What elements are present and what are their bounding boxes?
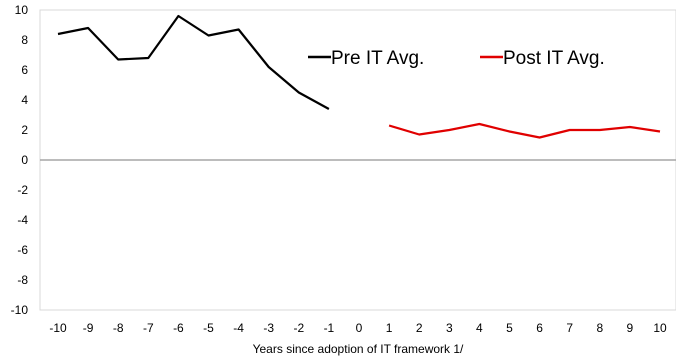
x-tick-label: 2: [416, 321, 423, 335]
y-tick-label: -2: [17, 183, 28, 197]
x-tick-label: -4: [233, 321, 244, 335]
x-tick-label: -6: [173, 321, 184, 335]
y-tick-label: 8: [21, 33, 28, 47]
y-axis-tick-labels: 10 8 6 4 2 0 -2 -4 -6 -8 -10: [11, 3, 29, 317]
x-tick-label: -5: [203, 321, 214, 335]
x-tick-label: 0: [356, 321, 363, 335]
y-tick-label: 6: [21, 63, 28, 77]
x-tick-label: 1: [386, 321, 393, 335]
x-tick-label: 9: [627, 321, 634, 335]
legend-label-post-it: Post IT Avg.: [503, 48, 605, 69]
y-tick-label: -4: [17, 213, 28, 227]
x-tick-label: -10: [49, 321, 67, 335]
x-tick-label: -2: [293, 321, 304, 335]
y-tick-label: 0: [21, 153, 28, 167]
x-tick-label: 10: [653, 321, 667, 335]
y-tick-label: 10: [15, 3, 29, 17]
series-line-post-it: [388, 122, 661, 139]
x-tick-label: -9: [83, 321, 94, 335]
y-tick-label: 4: [21, 93, 28, 107]
y-tick-label: -8: [17, 273, 28, 287]
y-tick-label: -10: [11, 303, 29, 317]
x-tick-label: 5: [506, 321, 513, 335]
x-tick-label: -8: [113, 321, 124, 335]
x-tick-label: -7: [143, 321, 154, 335]
x-tick-label: -1: [324, 321, 335, 335]
series-lines: [57, 14, 661, 139]
x-axis-title: Years since adoption of IT framework 1/: [253, 342, 464, 356]
legend-label-pre-it: Pre IT Avg.: [331, 48, 424, 69]
x-tick-label: 6: [536, 321, 543, 335]
x-tick-label: 4: [476, 321, 483, 335]
x-tick-label: 3: [446, 321, 453, 335]
x-axis-tick-labels: -10 -9 -8 -7 -6 -5 -4 -3 -2 -1 0 1 2 3 4 5 6 7 8 9 10: [49, 321, 667, 335]
y-tick-label: 2: [21, 123, 28, 137]
x-tick-label: 8: [596, 321, 603, 335]
x-tick-label: 7: [566, 321, 573, 335]
x-tick-label: -3: [263, 321, 274, 335]
series-line-pre-it: [57, 14, 330, 110]
y-tick-label: -6: [17, 243, 28, 257]
legend: Pre IT Avg. Post IT Avg.: [308, 48, 605, 69]
